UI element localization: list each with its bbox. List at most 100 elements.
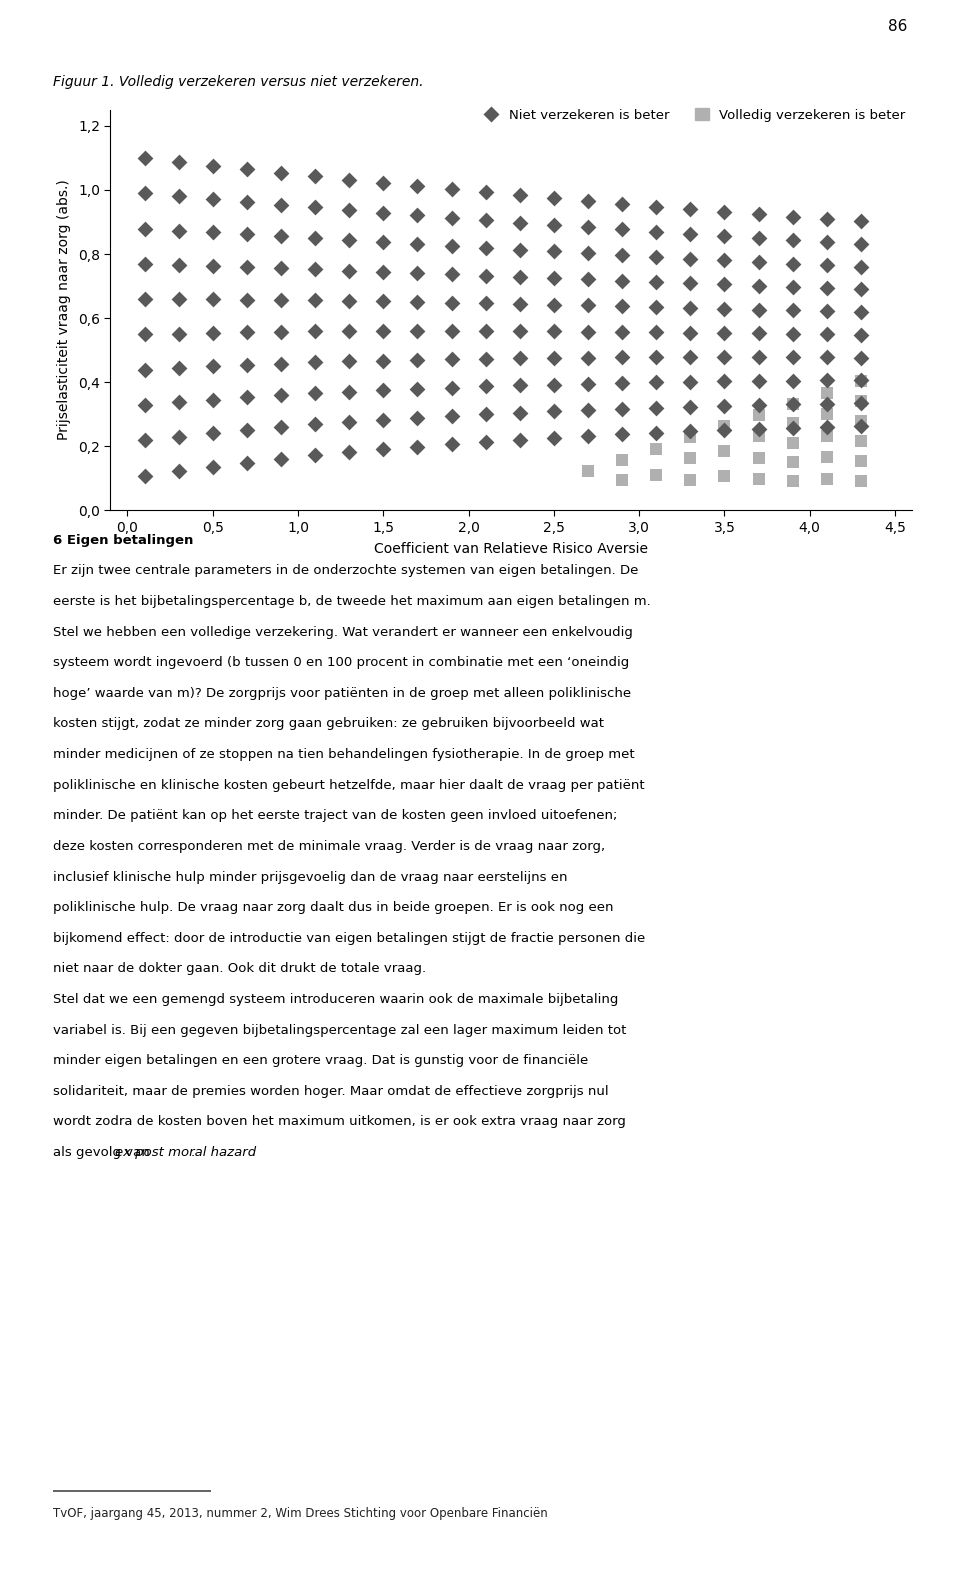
Point	[649, 220, 664, 245]
Point	[683, 196, 698, 221]
Point	[171, 287, 186, 312]
Point	[614, 242, 630, 267]
Text: minder eigen betalingen en een grotere vraag. Dat is gunstig voor de financiële: minder eigen betalingen en een grotere v…	[53, 1055, 588, 1068]
Point	[683, 295, 698, 320]
Point	[239, 254, 254, 279]
Point	[683, 221, 698, 246]
Point	[819, 424, 834, 449]
Point	[307, 287, 323, 312]
Point	[478, 402, 493, 427]
Point	[751, 392, 766, 418]
Point	[546, 345, 562, 371]
Point	[375, 199, 391, 225]
Point	[717, 248, 732, 273]
Point	[342, 349, 357, 374]
Point	[171, 355, 186, 380]
Point	[239, 418, 254, 443]
Point	[649, 295, 664, 320]
Point	[751, 424, 766, 449]
Point	[819, 253, 834, 278]
Point	[683, 419, 698, 444]
Point	[580, 319, 595, 344]
Point	[819, 414, 834, 440]
Point	[307, 195, 323, 220]
Point	[717, 320, 732, 345]
Point	[410, 203, 425, 228]
Point	[444, 403, 459, 429]
Point	[137, 429, 153, 454]
Point	[819, 402, 834, 427]
Text: als gevolg van: als gevolg van	[53, 1146, 154, 1159]
Point	[375, 319, 391, 344]
Point	[342, 319, 357, 344]
Point	[819, 206, 834, 231]
Point	[205, 454, 221, 479]
Point	[137, 322, 153, 347]
Text: deze kosten corresponderen met de minimale vraag. Verder is de vraag naar zorg,: deze kosten corresponderen met de minima…	[53, 840, 605, 853]
Point	[785, 275, 801, 300]
Point	[580, 294, 595, 319]
Point	[205, 353, 221, 378]
Text: bijkomend effect: door de introductie van eigen betalingen stijgt de fractie per: bijkomend effect: door de introductie va…	[53, 931, 645, 945]
Text: Stel we hebben een volledige verzekering. Wat verandert er wanneer een enkelvoud: Stel we hebben een volledige verzekering…	[53, 625, 633, 639]
Point	[274, 352, 289, 377]
Point	[853, 367, 869, 392]
Y-axis label: Prijselasticiteit vraag naar zorg (abs.): Prijselasticiteit vraag naar zorg (abs.)	[57, 179, 71, 441]
Point	[307, 226, 323, 251]
Point	[342, 410, 357, 435]
Point	[444, 319, 459, 344]
Point	[853, 231, 869, 256]
Text: poliklinische en klinische kosten gebeurt hetzelfde, maar hier daalt de vraag pe: poliklinische en klinische kosten gebeur…	[53, 779, 644, 791]
Point	[580, 397, 595, 422]
Point	[410, 377, 425, 402]
Point	[614, 294, 630, 319]
Point	[307, 257, 323, 283]
Point	[239, 221, 254, 246]
Point	[649, 436, 664, 462]
Point	[819, 367, 834, 392]
Point	[546, 212, 562, 237]
Point	[717, 438, 732, 463]
Point	[444, 234, 459, 259]
Point	[478, 290, 493, 316]
Point	[274, 256, 289, 281]
Point	[683, 425, 698, 451]
Point	[853, 389, 869, 414]
Point	[580, 345, 595, 371]
Point	[580, 267, 595, 292]
Point	[444, 206, 459, 231]
Point	[819, 391, 834, 416]
Point	[239, 157, 254, 182]
Point	[307, 163, 323, 188]
Point	[375, 349, 391, 374]
X-axis label: Coefficient van Relatieve Risico Aversie: Coefficient van Relatieve Risico Aversie	[374, 542, 648, 556]
Point	[751, 320, 766, 345]
Point	[614, 447, 630, 473]
Point	[683, 394, 698, 419]
Point	[751, 250, 766, 275]
Point	[649, 462, 664, 487]
Point	[819, 322, 834, 347]
Point	[614, 371, 630, 396]
Point	[649, 270, 664, 295]
Point	[683, 345, 698, 371]
Point	[785, 411, 801, 436]
Point	[410, 319, 425, 344]
Point	[375, 289, 391, 314]
Point	[649, 396, 664, 421]
Point	[819, 345, 834, 371]
Point	[853, 254, 869, 279]
Point	[512, 345, 527, 371]
Point	[751, 416, 766, 441]
Point	[137, 146, 153, 171]
Point	[819, 276, 834, 301]
Point	[137, 217, 153, 242]
Point	[307, 411, 323, 436]
Point	[751, 273, 766, 298]
Point	[853, 345, 869, 371]
Point	[342, 257, 357, 283]
Point	[137, 463, 153, 488]
Point	[137, 251, 153, 276]
Point	[137, 392, 153, 418]
Point	[205, 220, 221, 245]
